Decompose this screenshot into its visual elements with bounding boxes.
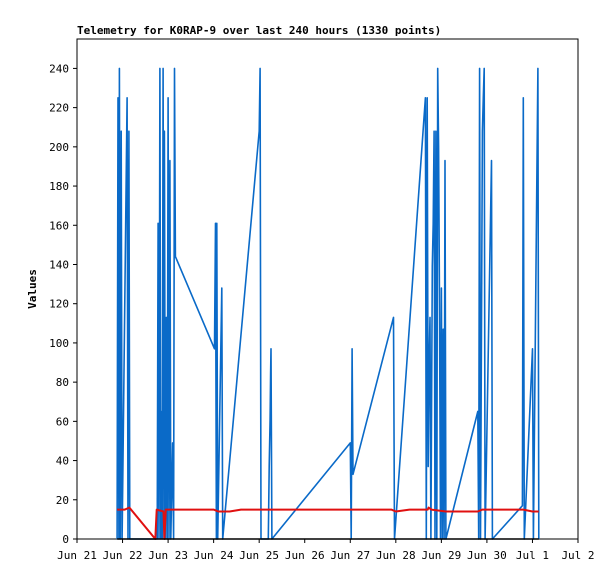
y-tick-label: 120 <box>49 298 69 311</box>
x-tick-label: Jun 23 <box>148 549 188 562</box>
x-ticks: Jun 21 Jun 22 Jun 23 Jun 24 Jun 25 Jun 26 Jun … <box>57 539 595 562</box>
x-tick-label: Jun 27 <box>330 549 370 562</box>
y-tick-label: 140 <box>49 258 69 271</box>
y-tick-label: 220 <box>49 102 69 115</box>
series-line-0 <box>116 67 540 540</box>
x-tick-label: Jun 22 <box>103 549 143 562</box>
y-tick-label: 60 <box>56 415 69 428</box>
series-line-1 <box>117 506 539 540</box>
y-ticks: 0 20 40 60 80 100 120 140 160 180 200 220 240 <box>49 62 77 546</box>
y-tick-label: 240 <box>49 62 69 75</box>
chart-title: Telemetry for K0RAP-9 over last 240 hour… <box>77 24 441 37</box>
y-tick-label: 100 <box>49 337 69 350</box>
series-layer <box>116 67 540 540</box>
x-tick-label: Jun 29 <box>421 549 461 562</box>
x-tick-label: Jun 28 <box>376 549 416 562</box>
plot-frame <box>76 38 579 540</box>
y-tick-label: 180 <box>49 180 69 193</box>
y-axis-label: Values <box>26 269 39 309</box>
x-tick-label: Jun 26 <box>285 549 325 562</box>
y-tick-label: 80 <box>56 376 69 389</box>
y-tick-label: 40 <box>56 455 69 468</box>
y-tick-label: 0 <box>62 533 69 546</box>
x-tick-label: Jul 1 <box>516 549 549 562</box>
y-tick-label: 160 <box>49 219 69 232</box>
x-tick-label: Jun 21 <box>57 549 97 562</box>
y-tick-label: 200 <box>49 141 69 154</box>
x-tick-label: Jul 2 <box>561 549 594 562</box>
x-tick-label: Jun 25 <box>239 549 279 562</box>
x-tick-label: Jun 24 <box>194 549 234 562</box>
x-tick-label: Jun 30 <box>467 549 507 562</box>
y-tick-label: 20 <box>56 494 69 507</box>
